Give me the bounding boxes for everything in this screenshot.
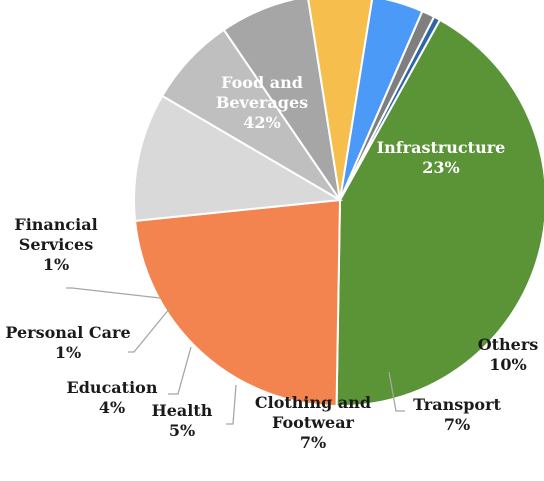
slice-labels: Food and Beverages 42% Infrastructure 23% Oth… xyxy=(5,73,538,452)
slice-label-text: Footwear xyxy=(272,413,355,432)
slice-label-text: Transport xyxy=(413,395,501,414)
leader-line-3 xyxy=(388,371,405,412)
pie-slice-4 xyxy=(222,0,341,201)
pie-slice-8 xyxy=(339,15,442,201)
leader-line-7 xyxy=(128,307,171,353)
leader-lines xyxy=(66,287,405,425)
slice-label-4: Clothing and Footwear 7% xyxy=(255,393,371,452)
slice-percent-text: 42% xyxy=(243,113,280,132)
slice-label-text: Financial xyxy=(14,215,97,234)
slice-label-text: Personal Care xyxy=(5,323,130,342)
slice-percent-text: 4% xyxy=(99,398,125,417)
slice-label-text: Health xyxy=(152,401,213,420)
slice-percent-text: 5% xyxy=(169,421,195,440)
slice-percent-text: 7% xyxy=(300,433,326,452)
slice-percent-text: 1% xyxy=(55,343,81,362)
slice-label-text: Services xyxy=(19,235,93,254)
slice-label-3: Transport 7% xyxy=(413,395,501,434)
slice-percent-text: 7% xyxy=(444,415,470,434)
slice-percent-text: 10% xyxy=(489,355,526,374)
slice-label-6: Education 4% xyxy=(67,378,158,417)
slice-label-2: Others 10% xyxy=(478,335,539,374)
slice-label-1: Infrastructure 23% xyxy=(377,138,506,177)
slice-percent-text: 1% xyxy=(43,255,69,274)
slice-label-text: Clothing and xyxy=(255,393,371,412)
pie-slice-1 xyxy=(133,198,342,407)
slice-percent-text: 23% xyxy=(422,158,459,177)
slice-label-text: Education xyxy=(67,378,158,397)
slice-label-text: Food and xyxy=(221,73,303,92)
leader-line-6 xyxy=(168,346,192,395)
leader-line-5 xyxy=(226,384,237,425)
pie-slice-5 xyxy=(307,0,374,201)
pie-slices xyxy=(133,0,544,407)
leader-line-8 xyxy=(66,287,161,299)
slice-label-8: Financial Services 1% xyxy=(14,215,97,274)
slice-label-text: Infrastructure xyxy=(377,138,506,157)
slice-label-7: Personal Care 1% xyxy=(5,323,130,362)
slice-label-0: Food and Beverages 42% xyxy=(216,73,308,132)
slice-label-text: Others xyxy=(478,335,539,354)
slice-label-5: Health 5% xyxy=(152,401,213,440)
slice-label-text: Beverages xyxy=(216,93,308,112)
pie-slice-2 xyxy=(133,94,344,222)
pie-slice-0 xyxy=(335,18,544,407)
